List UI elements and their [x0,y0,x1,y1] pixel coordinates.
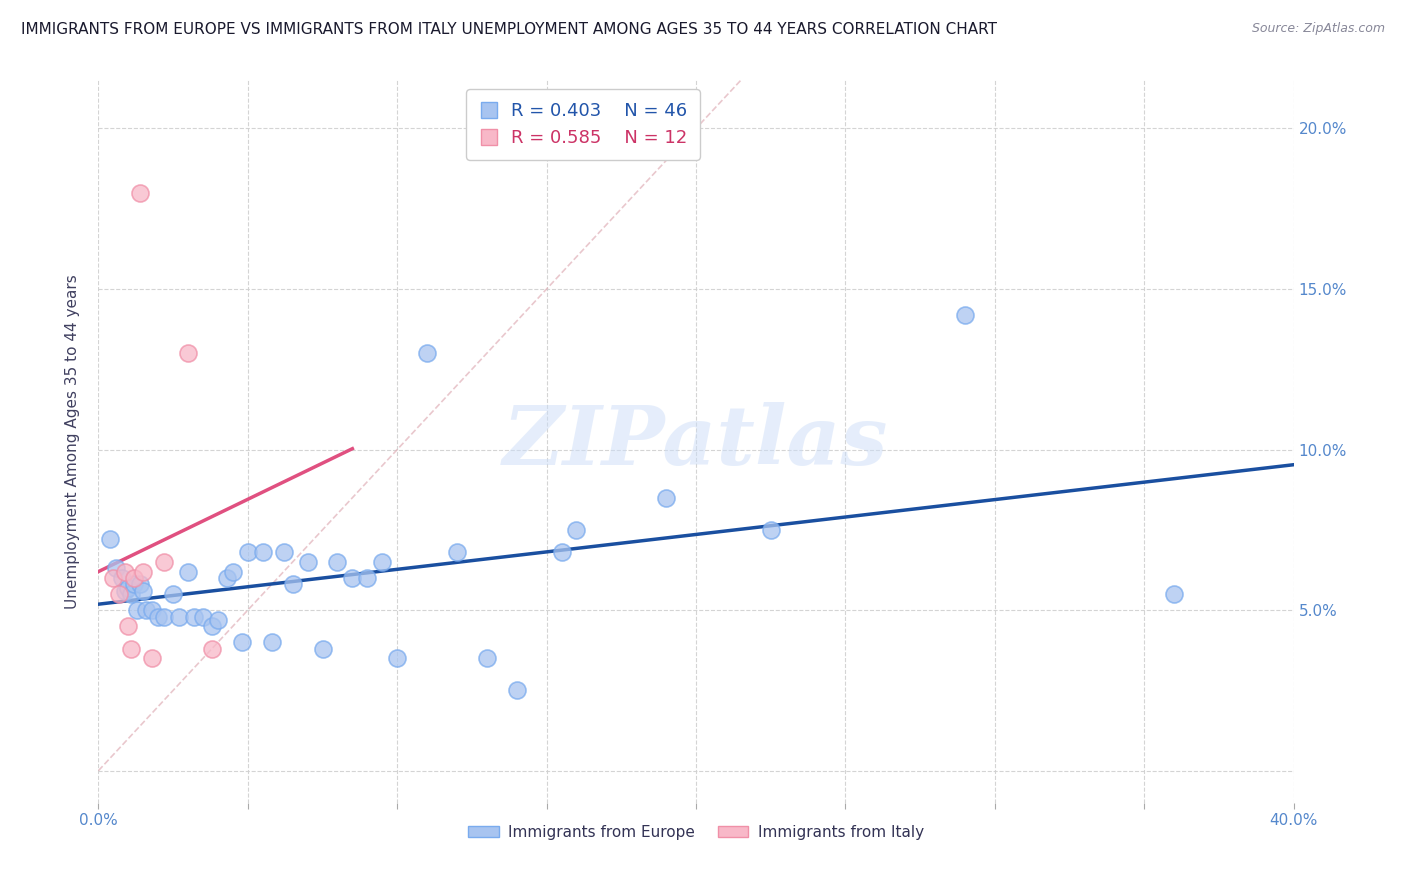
Text: Source: ZipAtlas.com: Source: ZipAtlas.com [1251,22,1385,36]
Point [135,603,157,617]
Point [124,577,146,591]
Point [326,555,349,569]
Point [565,523,588,537]
Point [129,186,152,200]
Point [141,603,163,617]
Point [236,545,259,559]
Point [148,609,170,624]
Point [114,583,136,598]
Point [281,577,304,591]
Point [120,641,142,656]
Point [260,635,283,649]
Point [167,609,190,624]
Point [550,545,572,559]
Point [371,555,394,569]
Point [655,491,678,505]
Point [108,587,131,601]
Point [177,565,200,579]
Point [252,545,274,559]
Point [953,308,976,322]
Point [162,587,184,601]
Point [356,571,378,585]
Point [105,561,128,575]
Point [117,581,139,595]
Point [117,619,139,633]
Point [177,346,200,360]
Point [132,565,155,579]
Point [273,545,295,559]
Legend: Immigrants from Europe, Immigrants from Italy: Immigrants from Europe, Immigrants from … [463,819,929,846]
Point [127,603,149,617]
Point [183,609,205,624]
Point [297,555,319,569]
Point [191,609,214,624]
Point [111,571,134,585]
Text: IMMIGRANTS FROM EUROPE VS IMMIGRANTS FROM ITALY UNEMPLOYMENT AMONG AGES 35 TO 44: IMMIGRANTS FROM EUROPE VS IMMIGRANTS FRO… [21,22,997,37]
Point [215,571,238,585]
Point [124,571,146,585]
Point [141,651,163,665]
Point [506,683,529,698]
Point [222,565,245,579]
Point [446,545,468,559]
Point [416,346,439,360]
Point [311,641,333,656]
Point [475,651,498,665]
Point [1163,587,1185,601]
Point [385,651,409,665]
Point [231,635,253,649]
Point [103,571,125,585]
Point [114,565,136,579]
Point [98,533,122,547]
Point [153,609,176,624]
Point [207,613,229,627]
Point [132,583,155,598]
Point [129,577,152,591]
Point [153,555,176,569]
Point [201,619,224,633]
Point [201,641,224,656]
Y-axis label: Unemployment Among Ages 35 to 44 years: Unemployment Among Ages 35 to 44 years [65,274,80,609]
Point [759,523,782,537]
Point [120,587,142,601]
Point [342,571,364,585]
Text: ZIPatlas: ZIPatlas [503,401,889,482]
